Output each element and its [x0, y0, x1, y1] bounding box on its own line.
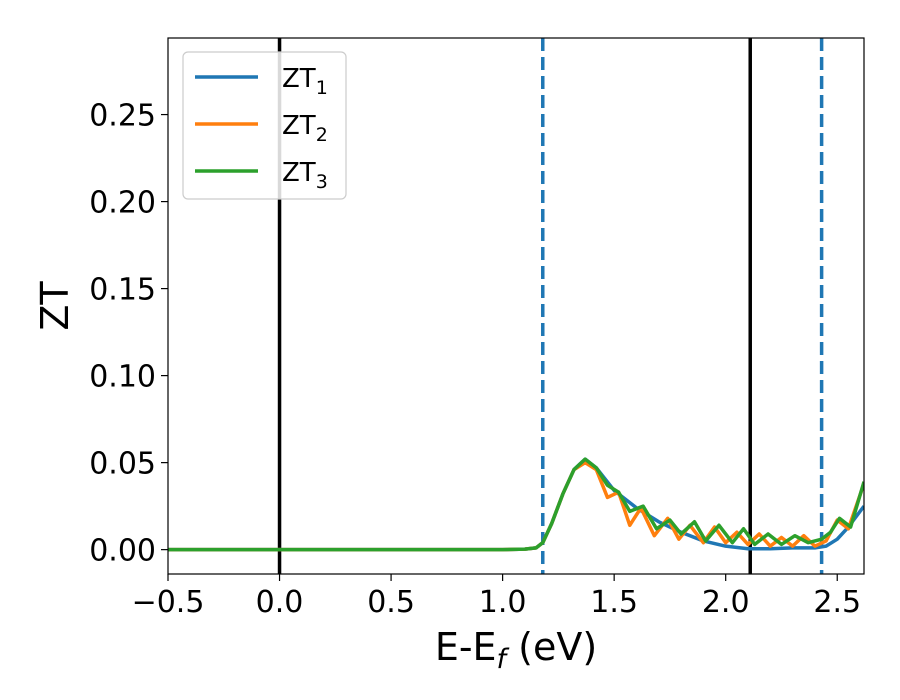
legend-label-zt1: ZT1 — [282, 64, 328, 99]
x-tick-label: 0.0 — [256, 585, 304, 620]
x-tick-label: 1.5 — [590, 585, 638, 620]
legend: ZT1 ZT2 ZT3 — [182, 51, 347, 200]
legend-label-zt3: ZT3 — [282, 158, 328, 193]
x-tick-label: 2.0 — [702, 585, 750, 620]
series-line-zt3 — [168, 457, 864, 552]
plot-frame — [167, 37, 865, 575]
y-axis-title: ZT — [33, 281, 77, 331]
x-tick-label: 0.5 — [367, 585, 415, 620]
y-tick-label: 0.05 — [89, 447, 156, 482]
y-tick-label: 0.15 — [89, 273, 156, 308]
x-tick-label: −0.5 — [132, 585, 205, 620]
x-tick-label: 1.0 — [479, 585, 527, 620]
legend-label-zt2: ZT2 — [282, 111, 328, 146]
y-tick-label: 0.10 — [89, 360, 156, 395]
y-tick-label: 0.20 — [89, 186, 156, 221]
legend-box — [182, 51, 347, 200]
x-axis: −0.5 0.0 0.5 1.0 1.5 2.0 2.5 — [132, 574, 861, 620]
x-axis-title: E-Ef (eV) — [435, 625, 597, 675]
y-axis: 0.00 0.05 0.10 0.15 0.20 0.25 — [89, 99, 168, 569]
x-tick-label: 2.5 — [813, 585, 861, 620]
y-tick-label: 0.00 — [89, 534, 156, 569]
series-layer — [168, 457, 864, 552]
y-tick-label: 0.25 — [89, 99, 156, 134]
